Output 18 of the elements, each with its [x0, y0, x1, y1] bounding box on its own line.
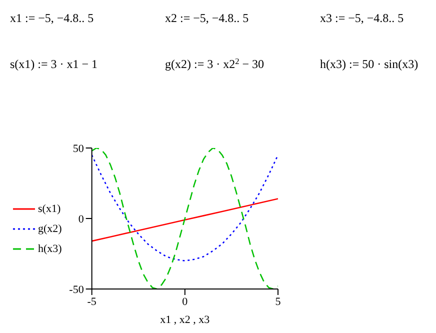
legend-label: s(x1)	[38, 203, 61, 215]
legend-label: g(x2)	[38, 223, 62, 235]
line-series	[92, 154, 278, 262]
x-tick-label: 0	[182, 296, 188, 308]
x-tick-label: 5	[275, 296, 282, 308]
text: x3 := −5, −4.8.. 5	[320, 11, 404, 25]
y-tick-label: -50	[69, 284, 84, 296]
y-tick-label: 0	[78, 213, 84, 226]
line-series	[92, 198, 278, 242]
legend-label: h(x3)	[38, 243, 62, 255]
x-tick-label: -5	[87, 296, 97, 308]
text: h(x3) := 50 · sin(x3)	[320, 57, 418, 71]
text: g(x2) := 3 · x2$^{2}$ − 30	[165, 56, 264, 71]
x-axis-title: x1 , x2 , x3	[160, 314, 210, 326]
text: s(x1) := 3 · x1 − 1	[10, 57, 98, 71]
text: x2 := −5, −4.8.. 5	[165, 11, 249, 25]
y-tick-label: 50	[72, 142, 84, 155]
text: x1 := −5, −4.8.. 5	[10, 11, 94, 25]
